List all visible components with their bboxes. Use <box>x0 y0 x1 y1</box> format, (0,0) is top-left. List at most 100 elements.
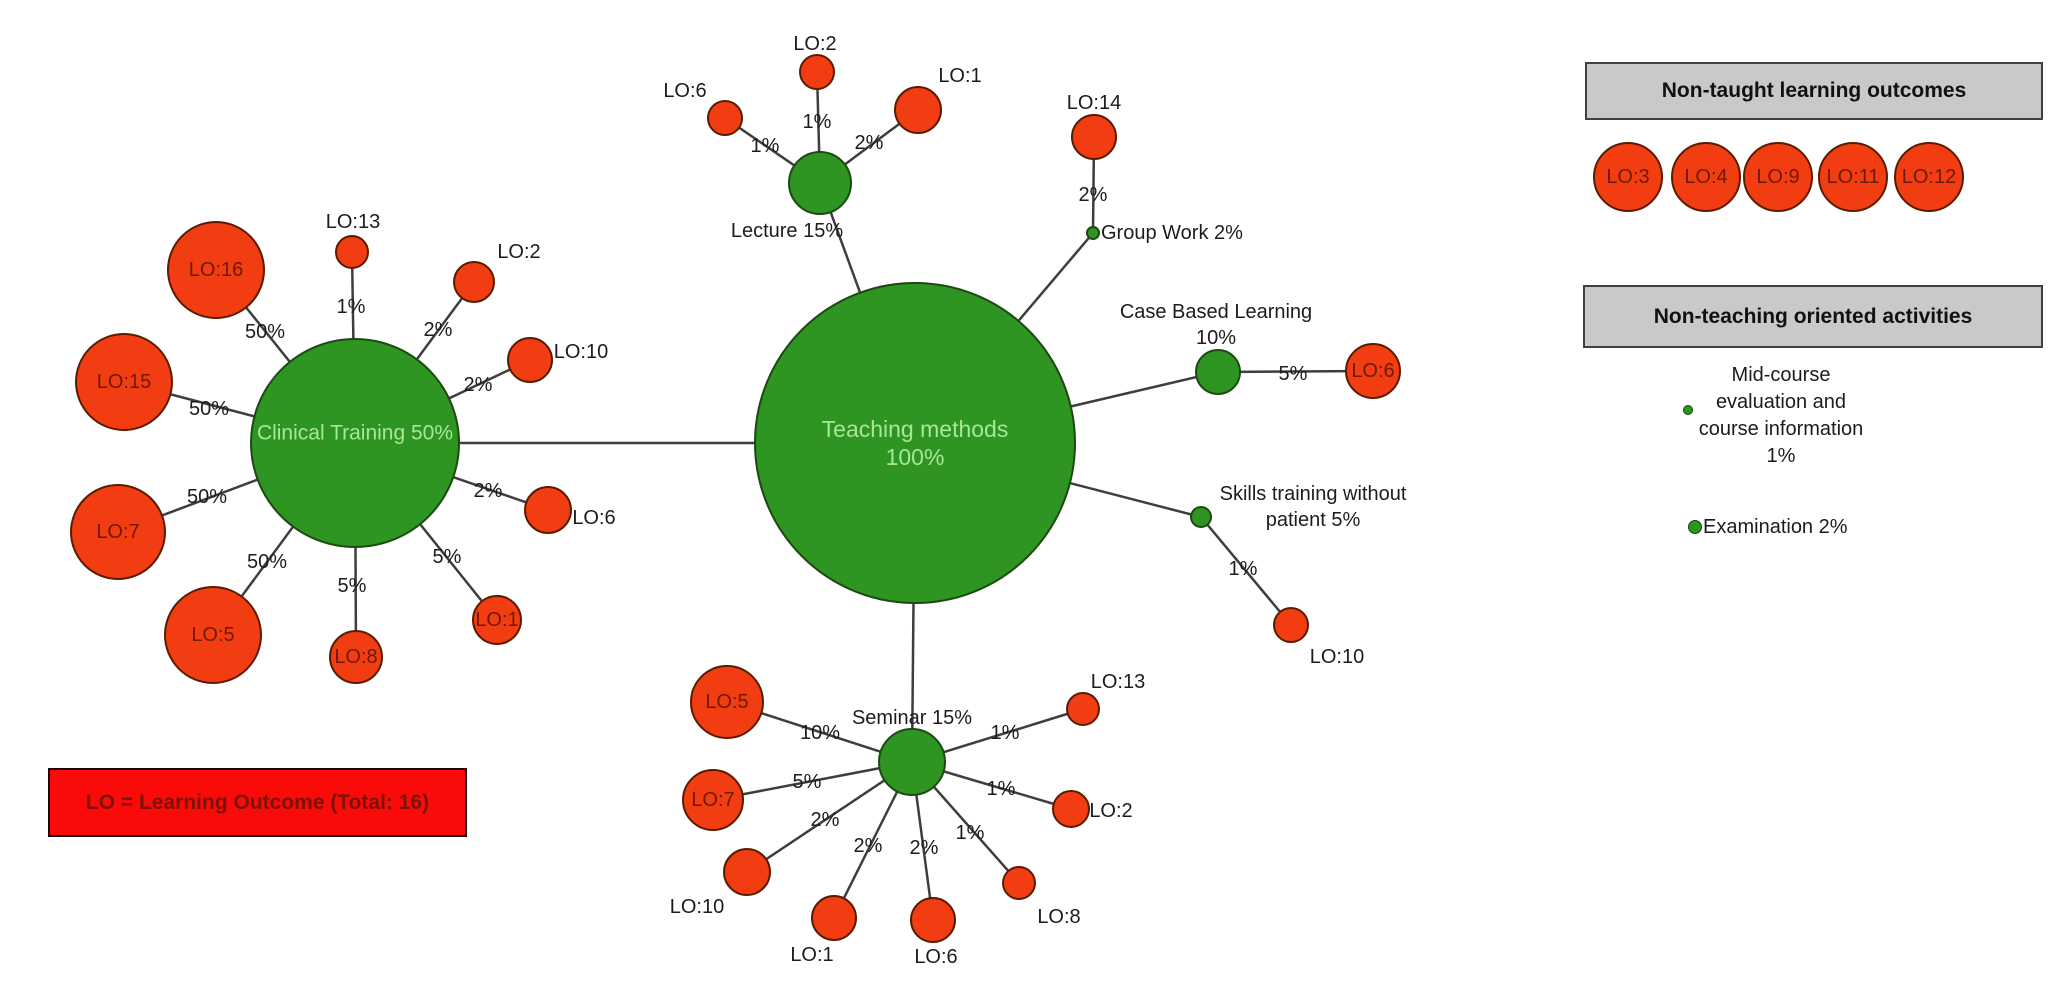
label-c-lo5: LO:5 <box>191 624 234 646</box>
edge-label-clinical-c-lo10: 2% <box>464 374 493 396</box>
node-c-lo13 <box>335 235 369 269</box>
label-leg-lo3: LO:3 <box>1606 166 1649 188</box>
label-se-lo5: LO:5 <box>705 691 748 713</box>
node-leg-lo3 <box>1593 142 1663 212</box>
edge-skills-s-lo10 <box>1200 516 1292 626</box>
label-teaching: Teaching methods <box>822 416 1009 442</box>
node-se-lo5 <box>690 665 764 739</box>
label-se-lo8: LO:8 <box>1037 906 1080 928</box>
label-se-lo13: LO:13 <box>1091 671 1145 693</box>
label-se-lo10: LO:10 <box>670 896 724 918</box>
label-c-lo2: LO:2 <box>497 241 540 263</box>
edge-label-seminar-se-lo2: 1% <box>987 778 1016 800</box>
node-se-lo1 <box>811 895 857 941</box>
edge-label-groupwork-g-lo14: 2% <box>1079 184 1108 206</box>
node-leg-lo12 <box>1894 142 1964 212</box>
label-skills: Skills training without <box>1220 483 1407 505</box>
edge-label-seminar-se-lo7: 5% <box>793 771 822 793</box>
label-leg-lo9: LO:9 <box>1756 166 1799 188</box>
edge-label-clinical-c-lo16: 50% <box>245 321 285 343</box>
node-cb-lo6 <box>1345 343 1401 399</box>
node-c-lo15 <box>75 333 173 431</box>
node-l-lo6 <box>707 100 743 136</box>
label-leg-lo11: LO:11 <box>1827 166 1880 188</box>
edge-label-lecture-l-lo2: 1% <box>803 111 832 133</box>
label-skills: patient 5% <box>1266 509 1361 531</box>
node-l-lo2 <box>799 54 835 90</box>
node-teaching <box>754 282 1076 604</box>
label-seminar: Seminar 15% <box>852 707 972 729</box>
node-c-lo6 <box>524 486 572 534</box>
label-s-lo10: LO:10 <box>1310 646 1364 668</box>
node-se-lo7 <box>682 769 744 831</box>
node-groupwork <box>1086 226 1100 240</box>
node-lecture <box>788 151 852 215</box>
edge-label-clinical-c-lo15: 50% <box>189 398 229 420</box>
edge-label-seminar-se-lo6: 2% <box>910 837 939 859</box>
label-teaching: 100% <box>886 444 945 470</box>
label-c-lo7: LO:7 <box>96 521 139 543</box>
node-c-lo1 <box>472 595 522 645</box>
label-c-lo10: LO:10 <box>554 341 608 363</box>
node-c-lo16 <box>167 221 265 319</box>
label-g-lo14: LO:14 <box>1067 92 1121 114</box>
label-se-lo7: LO:7 <box>691 789 734 811</box>
edge-label-clinical-c-lo8: 5% <box>338 575 367 597</box>
label-leg-lo12: LO:12 <box>1902 166 1956 188</box>
label-groupwork: Group Work 2% <box>1101 222 1243 244</box>
edge-label-seminar-se-lo1: 2% <box>854 835 883 857</box>
edge-label-clinical-c-lo1: 5% <box>433 546 462 568</box>
node-clinical <box>250 338 460 548</box>
edge-label-seminar-se-lo5: 10% <box>800 722 840 744</box>
label-c-lo13: LO:13 <box>326 211 380 233</box>
edge-label-lecture-l-lo6: 1% <box>751 135 780 157</box>
label-c-lo8: LO:8 <box>334 646 377 668</box>
node-se-lo8 <box>1002 866 1036 900</box>
node-g-lo14 <box>1071 114 1117 160</box>
node-c-lo5 <box>164 586 262 684</box>
edge-label-skills-s-lo10: 1% <box>1229 558 1258 580</box>
label-leg-lo4: LO:4 <box>1684 166 1727 188</box>
edge-label-case-cb-lo6: 5% <box>1279 363 1308 385</box>
examination-dot-icon <box>1688 520 1702 534</box>
label-lecture: Lecture 15% <box>731 220 844 242</box>
edge-label-clinical-c-lo6: 2% <box>474 480 503 502</box>
lo-definition-note: LO = Learning Outcome (Total: 16) <box>48 768 467 837</box>
node-seminar <box>878 728 946 796</box>
node-se-lo6 <box>910 897 956 943</box>
node-l-lo1 <box>894 86 942 134</box>
edge-label-seminar-se-lo8: 1% <box>956 822 985 844</box>
node-case <box>1195 349 1241 395</box>
edge-label-seminar-se-lo13: 1% <box>991 722 1020 744</box>
node-c-lo2 <box>453 261 495 303</box>
node-c-lo8 <box>329 630 383 684</box>
node-leg-lo4 <box>1671 142 1741 212</box>
edge-label-clinical-c-lo13: 1% <box>337 296 366 318</box>
node-se-lo10 <box>723 848 771 896</box>
label-l-lo6: LO:6 <box>663 80 706 102</box>
mid-course-label: Mid-course evaluation and course informa… <box>1698 364 1864 467</box>
label-case: Case Based Learning <box>1120 301 1312 323</box>
label-se-lo6: LO:6 <box>914 946 957 968</box>
edge-label-clinical-c-lo2: 2% <box>424 319 453 341</box>
label-c-lo15: LO:15 <box>97 371 151 393</box>
label-c-lo1: LO:1 <box>475 609 518 631</box>
legend-non-teaching-header: Non-teaching oriented activities <box>1583 285 2043 348</box>
edge-label-lecture-l-lo1: 2% <box>855 132 884 154</box>
label-cb-lo6: LO:6 <box>1351 360 1394 382</box>
node-se-lo2 <box>1052 790 1090 828</box>
mid-course-dot-icon <box>1683 405 1693 415</box>
label-l-lo2: LO:2 <box>793 33 836 55</box>
node-se-lo13 <box>1066 692 1100 726</box>
node-c-lo7 <box>70 484 166 580</box>
node-leg-lo11 <box>1818 142 1888 212</box>
label-case: 10% <box>1196 327 1236 349</box>
node-leg-lo9 <box>1743 142 1813 212</box>
label-se-lo1: LO:1 <box>790 944 833 966</box>
node-s-lo10 <box>1273 607 1309 643</box>
label-c-lo6: LO:6 <box>572 507 615 529</box>
label-c-lo16: LO:16 <box>189 259 243 281</box>
label-clinical: Clinical Training 50% <box>257 422 453 445</box>
